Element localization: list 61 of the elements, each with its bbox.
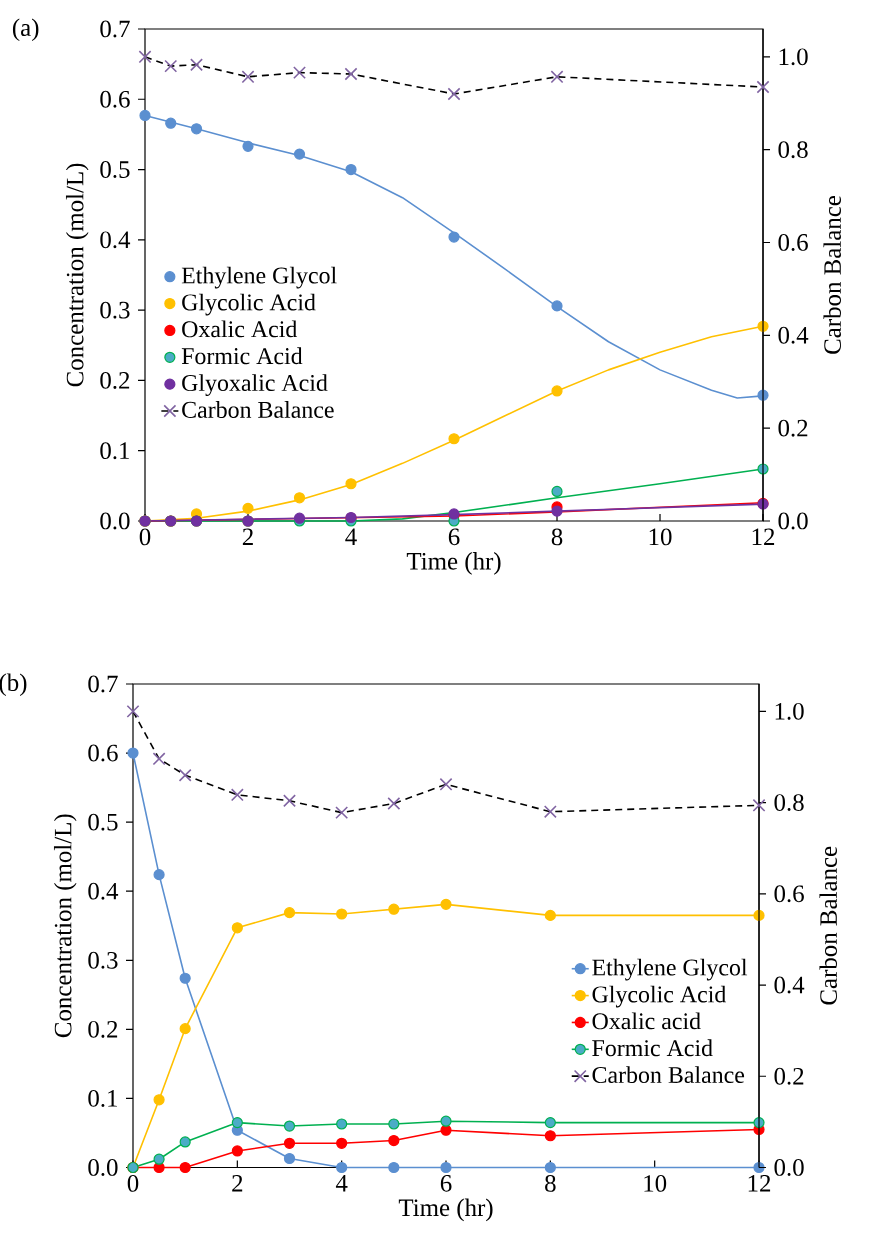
y-tick-label: 0.5 xyxy=(88,813,118,831)
y2-tick-label: 1.0 xyxy=(779,48,808,66)
y-tick-label: 0.1 xyxy=(100,442,129,460)
legend-label: Glycolic Acid xyxy=(592,985,727,1008)
y2-tick-label: 0.4 xyxy=(774,976,805,994)
x-tick-label: 4 xyxy=(335,1175,348,1192)
y-tick-label: 0.0 xyxy=(100,512,130,530)
legend-label: Oxalic acid xyxy=(592,1012,701,1030)
x-tick-label: 6 xyxy=(440,1175,452,1192)
legend-label: Glycolic Acid xyxy=(182,293,316,316)
legend-label: Glyoxalic Acid xyxy=(182,374,328,396)
y2-tick-label: 0.8 xyxy=(774,794,804,812)
x-axis-title: Time (hr) xyxy=(398,1198,493,1222)
y2-tick-label: 0.6 xyxy=(774,885,804,903)
y2-tick-label: 0.6 xyxy=(778,234,808,251)
y2-tick-label: 0.2 xyxy=(774,1067,804,1085)
chart-title: (b) xyxy=(0,673,27,697)
y2-axis-title: Carbon Balance xyxy=(819,846,837,1005)
y-tick-label: 0.7 xyxy=(100,20,130,38)
legend-label: Carbon Balance xyxy=(182,401,334,418)
y2-tick-label: 0.8 xyxy=(778,141,808,159)
x-tick-label: 6 xyxy=(448,528,460,546)
y-tick-label: 0.3 xyxy=(100,301,130,319)
y-tick-label: 0.3 xyxy=(88,951,118,969)
y-tick-label: 0.6 xyxy=(88,744,118,762)
y2-tick-label: 0.0 xyxy=(774,1159,804,1176)
y-tick-label: 0.2 xyxy=(100,371,130,389)
x-tick-label: 0 xyxy=(139,528,151,546)
y-tick-label: 0.2 xyxy=(88,1020,118,1038)
y2-axis-title: Carbon Balance xyxy=(823,195,841,354)
y-tick-label: 0.4 xyxy=(88,882,119,900)
chart-title: (a) xyxy=(12,18,39,42)
x-tick-label: 12 xyxy=(752,528,775,545)
x-tick-label: 0 xyxy=(127,1175,139,1192)
legend-label: Oxalic Acid xyxy=(182,320,298,338)
legend-label: Carbon Balance xyxy=(592,1066,745,1084)
x-tick-label: 12 xyxy=(748,1175,771,1192)
legend-label: Ethylene Glycol xyxy=(181,266,337,289)
x-tick-label: 10 xyxy=(649,528,672,546)
x-tick-label: 2 xyxy=(242,528,253,545)
y-tick-label: 0.0 xyxy=(88,1159,118,1176)
y-axis-title: Concentration (mol/L) xyxy=(65,163,89,387)
legend-label: Ethylene Glycol xyxy=(592,958,748,981)
legend-label: Formic Acid xyxy=(592,1039,713,1057)
y-tick-label: 0.5 xyxy=(100,161,130,179)
y2-tick-label: 0.2 xyxy=(778,419,808,437)
y2-tick-label: 0.0 xyxy=(778,512,808,530)
y-tick-label: 0.7 xyxy=(88,675,118,693)
y2-tick-label: 0.4 xyxy=(778,326,809,344)
x-tick-label: 4 xyxy=(345,528,357,545)
x-axis-title: Time (hr) xyxy=(406,552,501,575)
x-tick-label: 8 xyxy=(545,1175,556,1192)
y-axis-title: Concentration (mol/L) xyxy=(53,814,77,1038)
y-tick-label: 0.6 xyxy=(100,90,130,108)
x-tick-label: 2 xyxy=(232,1175,243,1192)
x-tick-label: 10 xyxy=(644,1175,667,1192)
y2-tick-label: 1.0 xyxy=(775,702,804,720)
x-tick-label: 8 xyxy=(551,528,563,546)
y-tick-label: 0.4 xyxy=(100,231,131,249)
legend-label: Formic Acid xyxy=(181,347,303,365)
y-tick-label: 0.1 xyxy=(88,1089,117,1107)
